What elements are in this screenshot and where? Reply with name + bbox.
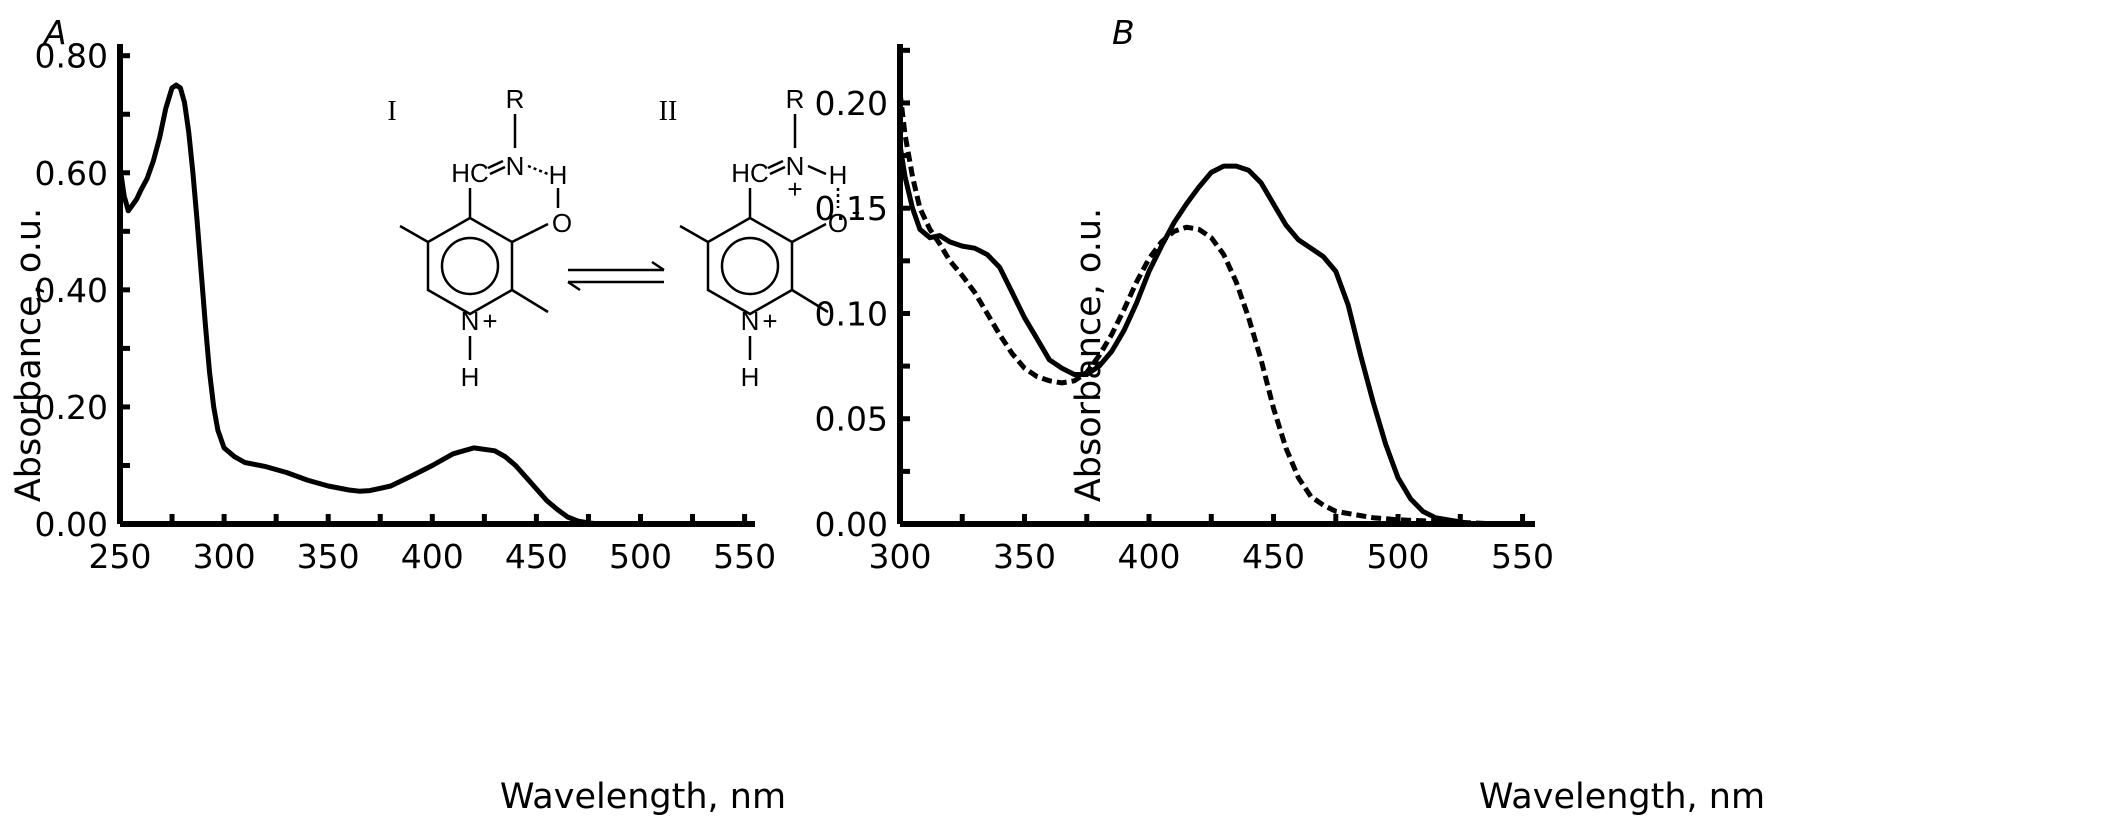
structure-one-ring-n: N [461, 306, 480, 336]
structure-two-phenol-o: O [828, 208, 848, 238]
series-line-solid [117, 82, 748, 527]
series-line-dashed [897, 92, 1523, 527]
x-axis-title-a: Wavelength, nm [500, 777, 786, 817]
structure-one-ring-charge: + [482, 306, 497, 336]
y-tick-label: 0.05 [815, 400, 888, 439]
structure-two-methyl-left [679, 224, 709, 244]
structure-two-ring-n: N [741, 306, 760, 336]
x-tick-label: 550 [713, 537, 776, 576]
panel-label-a: A [42, 13, 67, 52]
structure-two-double-bond-b [769, 165, 786, 176]
structure-one-c-o-bond [511, 222, 549, 244]
plot-area-a: 250 300 350 400 450 500 550 0.00 0.20 0.40 0.60 0.8… [35, 37, 777, 576]
y-tick-label: 0.15 [815, 189, 888, 228]
structure-two-c-o-bond [791, 222, 827, 244]
x-tick-label: 500 [1367, 537, 1430, 576]
structure-one-phenol-h: H [549, 160, 568, 190]
chemical-structures: I R HC N H O N + H [387, 84, 860, 392]
structure-two-phenol-charge: - [852, 196, 861, 226]
structure-two-r-group: R [786, 84, 805, 114]
structure-two-label: II [659, 96, 678, 127]
structure-one: I R HC N H O N + H [387, 84, 572, 392]
structure-two-phenol-h: H [829, 160, 848, 190]
structure-one-ring [426, 216, 514, 316]
y-tick-label: 0.20 [815, 84, 888, 123]
structure-one-label: I [387, 96, 396, 127]
structure-two-nh-bond [807, 164, 827, 176]
structure-one-hbond [527, 164, 549, 176]
structure-two-double-bond-a [767, 159, 784, 170]
structure-one-phenol-o: O [552, 208, 572, 238]
y-tick-label: 0.20 [35, 388, 108, 427]
structure-two-imine-n: N [786, 151, 805, 181]
structure-one-ring-h: H [461, 362, 480, 392]
panel-b: B 300 350 400 450 500 550 0.00 0.05 0.10 0.15 0.20… [815, 13, 1766, 817]
y-axis-title-a: Absorbance, o.u. [9, 208, 49, 502]
structure-two-ring [706, 216, 794, 316]
y-tick-label: 0.00 [815, 505, 888, 544]
x-tick-label: 300 [869, 537, 932, 576]
x-axis-title-b: Wavelength, nm [1479, 777, 1765, 817]
panel-a: A 250 300 350 400 450 500 550 0.00 0.20 0.40 0.60 0… [9, 13, 860, 817]
x-tick-label: 400 [1118, 537, 1181, 576]
structure-one-ring-circle [440, 236, 500, 296]
x-tick-label: 350 [297, 537, 360, 576]
structure-one-imine-c: HC [451, 158, 489, 188]
equilibrium-arrows [567, 260, 665, 292]
structure-two-methyl-right [791, 288, 829, 314]
x-tick-label: 450 [505, 537, 568, 576]
x-tick-label: 450 [1242, 537, 1305, 576]
structure-two-imine-c: HC [731, 158, 769, 188]
structure-one-methyl-left [399, 224, 429, 244]
arrow-reverse-head [567, 280, 581, 292]
y-tick-label: 0.10 [815, 294, 888, 333]
structure-two-ring-circle [720, 236, 780, 296]
structure-one-double-bond-b [489, 165, 506, 176]
structure-two-ring-h: H [741, 362, 760, 392]
y-tick-label: 0.40 [35, 271, 108, 310]
x-tick-label: 500 [609, 537, 672, 576]
x-tick-label: 550 [1491, 537, 1554, 576]
y-tick-label: 0.80 [35, 37, 108, 76]
y-tick-label: 0.60 [35, 154, 108, 193]
structure-two-ring-charge: + [762, 306, 777, 336]
x-tick-label: 250 [89, 537, 152, 576]
structure-one-r-group: R [506, 84, 525, 114]
x-tick-label: 300 [193, 537, 256, 576]
y-axis-title-b: Absorbance, o.u. [1069, 208, 1109, 502]
plot-area-b: 300 350 400 450 500 550 0.00 0.05 0.10 0.15 0.20 [815, 44, 1554, 576]
arrow-forward-head [651, 260, 665, 272]
y-tick-label: 0.00 [35, 505, 108, 544]
structure-two-imine-charge: + [787, 174, 802, 204]
structure-one-imine-n: N [506, 151, 525, 181]
structure-two: II R HC N + H O - N + [659, 84, 861, 392]
x-tick-label: 400 [401, 537, 464, 576]
panel-label-b: B [1112, 13, 1135, 52]
structure-one-methyl-right [511, 288, 549, 314]
structure-one-double-bond-a [487, 159, 504, 170]
x-tick-label: 350 [993, 537, 1056, 576]
series-line-solid [897, 142, 1525, 527]
